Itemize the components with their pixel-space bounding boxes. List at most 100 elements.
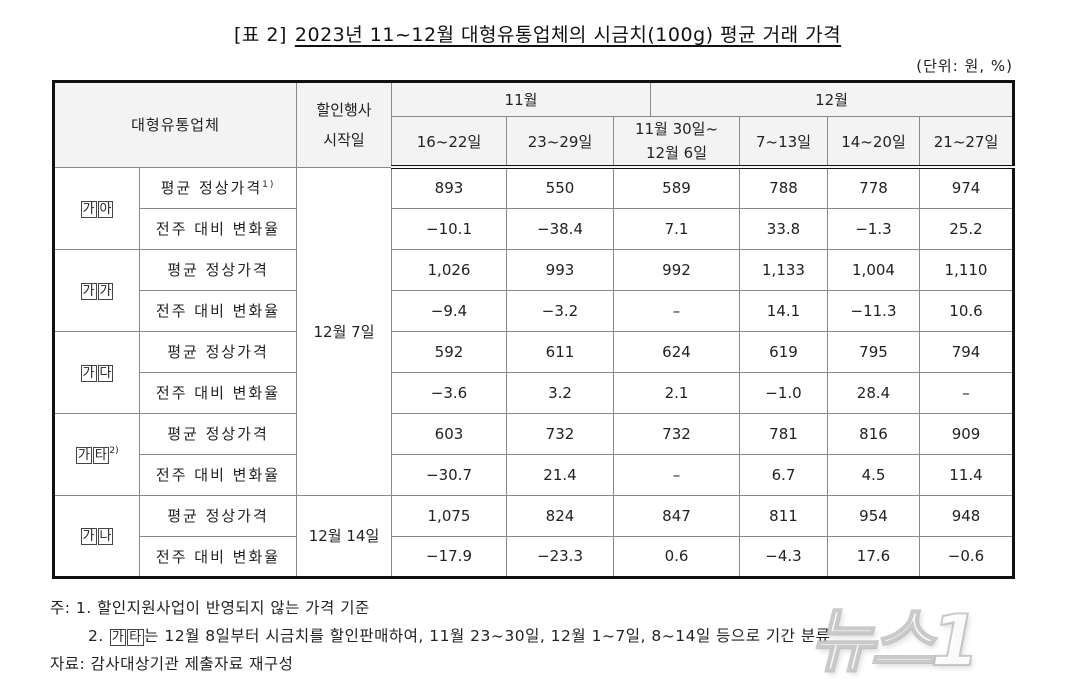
price-cell: 1,110 [918, 248, 1015, 291]
change-cell: 4.5 [827, 453, 920, 496]
boxed-char: 가 [80, 282, 97, 300]
table-row-change: 전주 대비 변화율 −17.9 −23.3 0.6 −4.3 17.6 −0.6 [54, 535, 1015, 578]
price-cell: 781 [739, 412, 828, 455]
row-label-text: 평균 정상가격 [167, 425, 269, 443]
change-cell: −3.2 [506, 289, 614, 332]
row-label-text: 평균 정상가격 [167, 507, 269, 525]
header-period-3-line2: 12월 6일 [646, 144, 707, 162]
price-cell: 992 [613, 248, 740, 291]
change-cell: 10.6 [918, 289, 1015, 332]
boxed-char: 가 [109, 629, 127, 646]
table-row-price: 가 아 평균 정상가격1) 12월 7일 893 550 589 788 778 974 [53, 166, 1015, 496]
change-cell: 21.4 [506, 453, 614, 496]
boxed-char: 타 [127, 629, 144, 646]
price-cell: 847 [613, 494, 740, 537]
price-footnote-marker: 1) [262, 180, 276, 190]
change-cell: 2.1 [613, 371, 740, 414]
price-cell: 1,026 [391, 248, 507, 291]
table-title: [표 2] 2023년 11~12월 대형유통업체의 시금치(100g) 평균 거… [0, 20, 1075, 47]
change-cell: −23.3 [506, 535, 614, 578]
row-label-change: 전주 대비 변화율 [139, 207, 297, 250]
price-cell: 811 [739, 494, 828, 537]
price-cell: 778 [827, 166, 920, 209]
table-body: 가 아 평균 정상가격1) 12월 7일 893 550 589 788 778 974 전주 대비… [53, 166, 1015, 578]
row-label-price: 평균 정상가격 [139, 412, 297, 455]
header-period-6: 21~27일 [918, 116, 1015, 169]
row-label-text: 평균 정상가격 [160, 179, 263, 197]
price-cell: 816 [827, 412, 920, 455]
table-row-price: 가 가 평균 정상가격 1,026 993 992 1,133 1,004 1,110 [53, 248, 1015, 332]
change-cell: 0.6 [613, 535, 740, 578]
change-cell: −10.1 [391, 207, 507, 250]
change-cell: – [613, 453, 740, 496]
start-date-cell: 12월 7일 [296, 166, 392, 496]
price-cell: 589 [613, 166, 740, 209]
price-cell: 1,004 [827, 248, 920, 291]
price-cell: 732 [613, 412, 740, 455]
row-label-text: 평균 정상가격 [167, 343, 269, 361]
change-cell: −4.3 [739, 535, 828, 578]
price-cell: 624 [613, 330, 740, 373]
price-cell: 788 [739, 166, 828, 209]
table-row-change: 전주 대비 변화율 −9.4 −3.2–14.1 −11.3 10.6 [54, 289, 1015, 332]
row-label-change: 전주 대비 변화율 [139, 535, 297, 578]
news1-watermark-logo: 뉴스1 [809, 599, 980, 683]
row-label-price: 평균 정상가격 [139, 330, 297, 373]
change-cell: −38.4 [506, 207, 614, 250]
boxed-char: 가 [80, 200, 97, 218]
header-december: 12월 [649, 81, 1015, 117]
table-row-change: 전주 대비 변화율 −3.6 3.2 2.1 −1.0 28.4– [54, 371, 1015, 414]
table-number: [표 2] [233, 24, 287, 46]
row-label-price: 평균 정상가격 [139, 494, 297, 537]
change-cell: 28.4 [827, 371, 920, 414]
header-period-2: 23~29일 [506, 116, 614, 169]
table-row-change: 전주 대비 변화율 −10.1 −38.4 7.1 33.8 −1.3 25.2 [54, 207, 1015, 250]
company-footnote-marker: 2) [109, 445, 119, 456]
boxed-char: 가 [97, 282, 114, 300]
price-cell: 550 [506, 166, 614, 209]
table-caption: 2023년 11~12월 대형유통업체의 시금치(100g) 평균 거래 가격 [294, 24, 842, 46]
change-cell: −11.3 [827, 289, 920, 332]
start-date-cell: 12월 14일 [296, 494, 392, 578]
change-cell: −1.0 [739, 371, 828, 414]
change-cell: −1.3 [827, 207, 920, 250]
table-row-price: 가 다 평균 정상가격 592 611 624 619 795 794 [53, 330, 1015, 414]
table-row-price: 가 타 2) 평균 정상가격 603 732 732 781 816 909 [53, 412, 1015, 496]
unit-label: (단위: 원, %) [916, 57, 1013, 75]
price-cell: 909 [918, 412, 1015, 455]
price-cell: 893 [391, 166, 507, 209]
change-cell: −9.4 [391, 289, 507, 332]
header-period-3: 11월 30일~ 12월 6일 [613, 116, 740, 169]
footnote-2-text: 는 12월 8일부터 시금치를 할인판매하여, 11월 23~30일, 12월 … [144, 627, 831, 645]
change-cell: – [613, 289, 740, 332]
price-cell: 954 [827, 494, 920, 537]
change-cell: 17.6 [827, 535, 920, 578]
header-period-5: 14~20일 [827, 116, 920, 169]
boxed-char: 나 [97, 528, 114, 545]
boxed-char: 가 [80, 364, 97, 382]
boxed-char: 다 [97, 364, 114, 382]
row-label-change: 전주 대비 변화율 [139, 289, 297, 332]
header-period-3-line1: 11월 30일~ [634, 120, 719, 138]
price-table: 대형유통업체 할인행사 시작일 11월 12월 16~22일 23~29일 11… [52, 80, 1016, 579]
header-start-date-text: 할인행사 시작일 [316, 100, 372, 149]
price-cell: 993 [506, 248, 614, 291]
price-cell: 732 [506, 412, 614, 455]
change-cell: −17.9 [391, 535, 507, 578]
header-company: 대형유통업체 [53, 81, 297, 168]
price-cell: 948 [918, 494, 1015, 537]
footnote-2-number: 2. [88, 627, 104, 645]
price-cell: 824 [506, 494, 614, 537]
change-cell: −3.6 [391, 371, 507, 414]
company-name: 가 타 2) [53, 412, 140, 496]
change-cell: −30.7 [391, 453, 507, 496]
boxed-char: 타 [92, 446, 109, 464]
boxed-char: 가 [80, 528, 97, 545]
